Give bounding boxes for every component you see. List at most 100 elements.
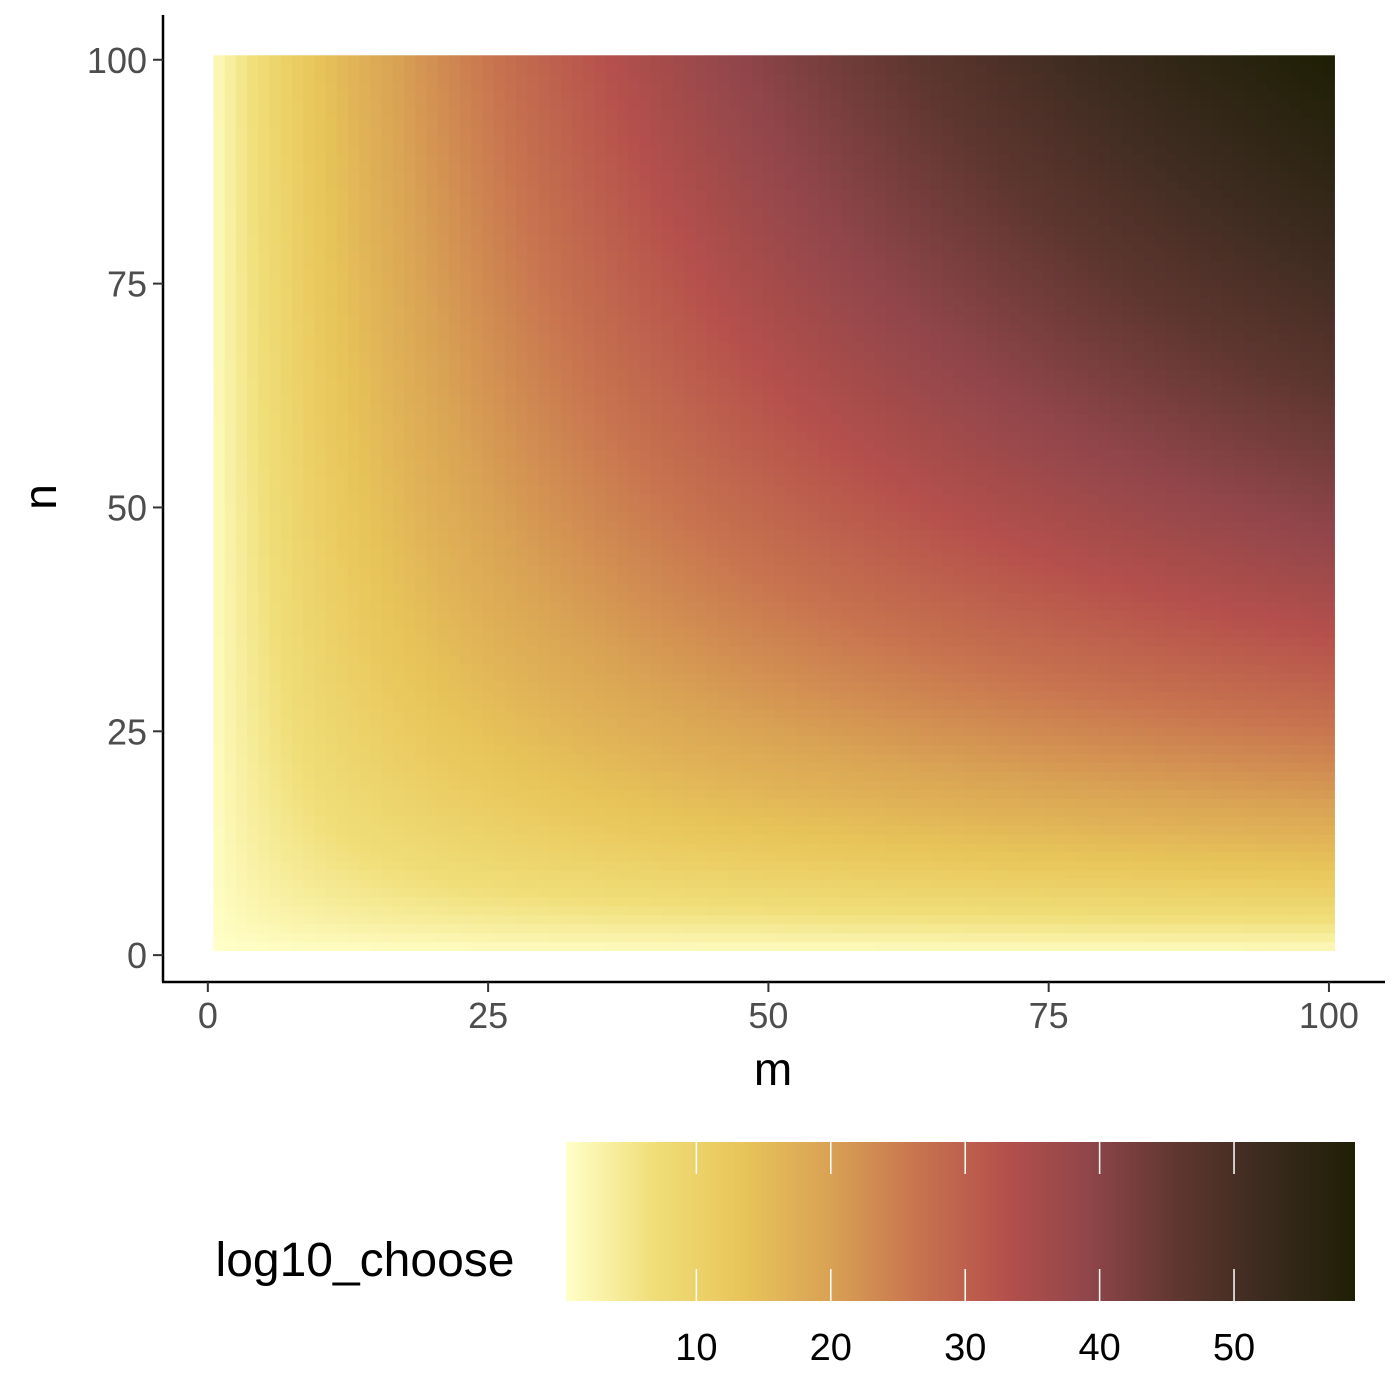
heatmap-cell [460,923,472,934]
heatmap-cell [673,207,685,217]
heatmap-cell [729,109,741,119]
heatmap-cell [404,189,416,199]
heatmap-cell [224,207,237,217]
heatmap-cell [549,825,562,835]
heatmap-cell [605,117,618,128]
heatmap-cell [549,735,562,746]
heatmap-cell [527,198,539,208]
heatmap-cell [594,144,607,155]
heatmap-cell [717,216,730,226]
heatmap-cell [213,270,226,280]
heatmap-cell [572,413,584,423]
heatmap-cell [213,556,226,567]
heatmap-cell [583,485,596,495]
heatmap-cell [706,887,719,898]
heatmap-cell [661,180,674,190]
heatmap-cell [527,520,539,531]
heatmap-cell [336,350,349,361]
heatmap-cell [549,941,562,952]
heatmap-cell [370,243,383,253]
heatmap-cell [437,520,450,531]
heatmap-cell [314,914,326,925]
heatmap-cell [594,279,607,289]
heatmap-cell [392,279,405,289]
heatmap-cell [325,243,338,253]
heatmap-cell [426,198,439,208]
heatmap-cell [370,896,383,907]
heatmap-cell [695,574,708,584]
heatmap-cell [527,243,539,253]
heatmap-cell [762,449,775,459]
heatmap-cell [213,109,226,119]
heatmap-cell [258,592,270,602]
heatmap-cell [617,574,629,584]
heatmap-cell [404,100,416,110]
heatmap-cell [280,601,293,611]
heatmap-cell [572,879,584,889]
heatmap-cell [605,404,618,414]
heatmap-cell [370,502,383,513]
heatmap-cell [448,941,461,952]
heatmap-cell [706,610,719,620]
heatmap-cell [448,82,461,92]
heatmap-cell [594,798,607,808]
heatmap-cell [729,100,741,110]
heatmap-cell [684,646,696,656]
heatmap-cell [359,511,371,522]
heatmap-cell [560,798,573,808]
heatmap-cell [325,458,338,468]
heatmap-cell [404,941,416,952]
heatmap-cell [594,207,607,217]
heatmap-cell [437,556,450,567]
heatmap-cell [404,771,416,781]
heatmap-cell [437,673,450,683]
heatmap-cell [751,717,764,728]
heatmap-cell [527,288,539,298]
heatmap-cell [628,458,640,468]
heatmap-cell [482,726,495,737]
heatmap-cell [740,279,752,289]
heatmap-cell [538,807,551,817]
heatmap-cell [280,816,293,826]
heatmap-cell [247,252,259,262]
heatmap-cell [639,323,652,334]
heatmap-cell [751,538,764,549]
heatmap-cell [527,565,539,575]
heatmap-cell [650,494,663,504]
heatmap-cell [336,583,349,593]
heatmap-cell [280,377,293,387]
heatmap-cell [527,538,539,549]
heatmap-cell [224,341,237,352]
heatmap-cell [572,547,584,558]
heatmap-cell [482,162,495,173]
heatmap-cell [684,314,696,325]
heatmap-cell [706,234,719,244]
heatmap-cell [538,511,551,522]
heatmap-cell [370,73,383,83]
heatmap-cell [235,270,248,280]
heatmap-cell [213,341,226,352]
heatmap-cell [247,162,259,173]
heatmap-cell [605,234,618,244]
heatmap-cell [684,762,696,772]
heatmap-cell [673,592,685,602]
heatmap-cell [235,699,248,710]
heatmap-cell [392,664,405,674]
heatmap-cell [269,467,282,477]
heatmap-cell [269,180,282,190]
heatmap-cell [258,422,270,432]
heatmap-cell [325,297,338,307]
heatmap-cell [448,520,461,531]
heatmap-cell [370,117,383,128]
heatmap-cell [247,682,259,692]
heatmap-cell [706,109,719,119]
heatmap-cell [347,368,360,379]
heatmap-cell [650,708,663,719]
heatmap-cell [482,359,495,370]
heatmap-cell [516,753,528,764]
heatmap-cell [247,905,259,916]
heatmap-cell [729,413,741,423]
heatmap-cell [291,583,304,593]
heatmap-cell [359,395,371,405]
heatmap-cell [471,914,483,925]
